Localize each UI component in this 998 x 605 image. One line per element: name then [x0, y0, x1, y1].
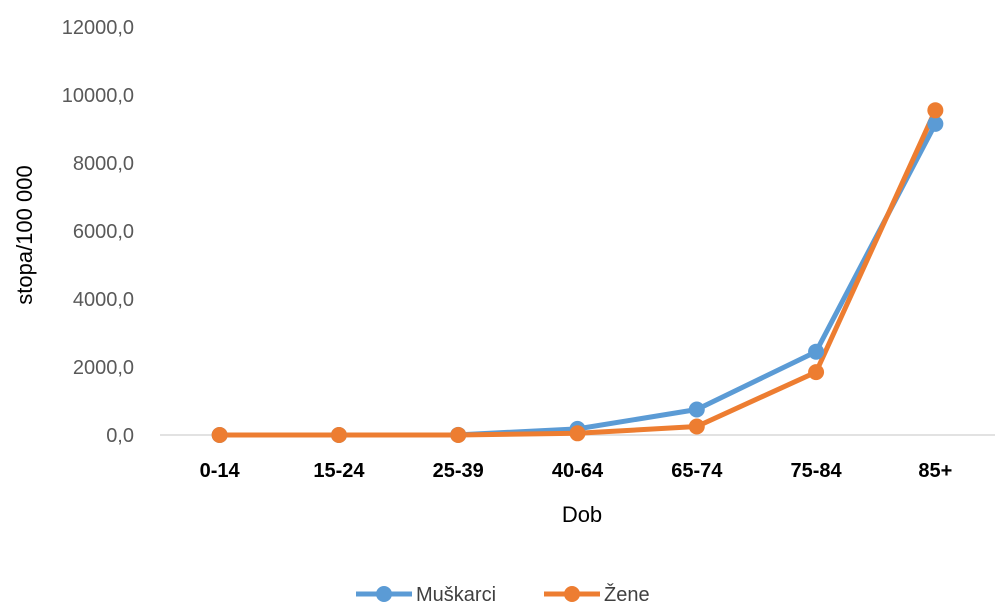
legend-label-1: Žene	[604, 583, 650, 605]
x-axis-title: Dob	[562, 502, 602, 527]
y-tick-label: 2000,0	[73, 357, 134, 379]
y-tick-label: 10000,0	[62, 85, 134, 107]
series-line-0	[217, 121, 938, 438]
data-point-series-0	[688, 401, 705, 418]
x-tick-label: 15-24	[313, 460, 365, 482]
data-point-series-1	[450, 427, 467, 443]
x-tick-label: 65-74	[671, 460, 723, 482]
x-tick-label: 40-64	[552, 460, 604, 482]
y-axis-title: stopa/100 000	[12, 165, 37, 304]
y-tick-label: 0,0	[106, 425, 134, 447]
legend-label-0: Muškarci	[416, 584, 496, 605]
data-point-series-1	[927, 102, 944, 119]
y-axis-ticks: 0,0 2000,0 4000,0 6000,0 8000,0 10000,0 12000,…	[62, 17, 134, 447]
series-line-1	[217, 107, 938, 438]
data-point-series-0	[927, 115, 944, 132]
x-tick-label: 0-14	[200, 460, 241, 482]
x-axis-ticks: 0-14 15-24 25-39 40-64 65-74 75-84 85+	[200, 460, 953, 482]
data-point-series-1	[211, 427, 228, 443]
y-tick-label: 8000,0	[73, 153, 134, 175]
data-point-series-1	[330, 427, 347, 443]
x-tick-label: 25-39	[433, 460, 484, 482]
series-lines	[217, 107, 938, 438]
legend-marker-0	[376, 586, 392, 602]
y-tick-label: 12000,0	[62, 17, 134, 39]
x-tick-label: 85+	[918, 460, 952, 482]
x-tick-label: 75-84	[790, 460, 842, 482]
legend: Muškarci Žene	[356, 583, 650, 605]
data-point-series-1	[808, 364, 825, 381]
data-point-series-0	[808, 343, 825, 360]
legend-marker-1	[564, 586, 580, 602]
data-point-series-1	[569, 425, 586, 442]
y-tick-label: 6000,0	[73, 221, 134, 243]
data-point-series-1	[688, 418, 705, 435]
series-points	[211, 102, 944, 443]
y-tick-label: 4000,0	[73, 289, 134, 311]
